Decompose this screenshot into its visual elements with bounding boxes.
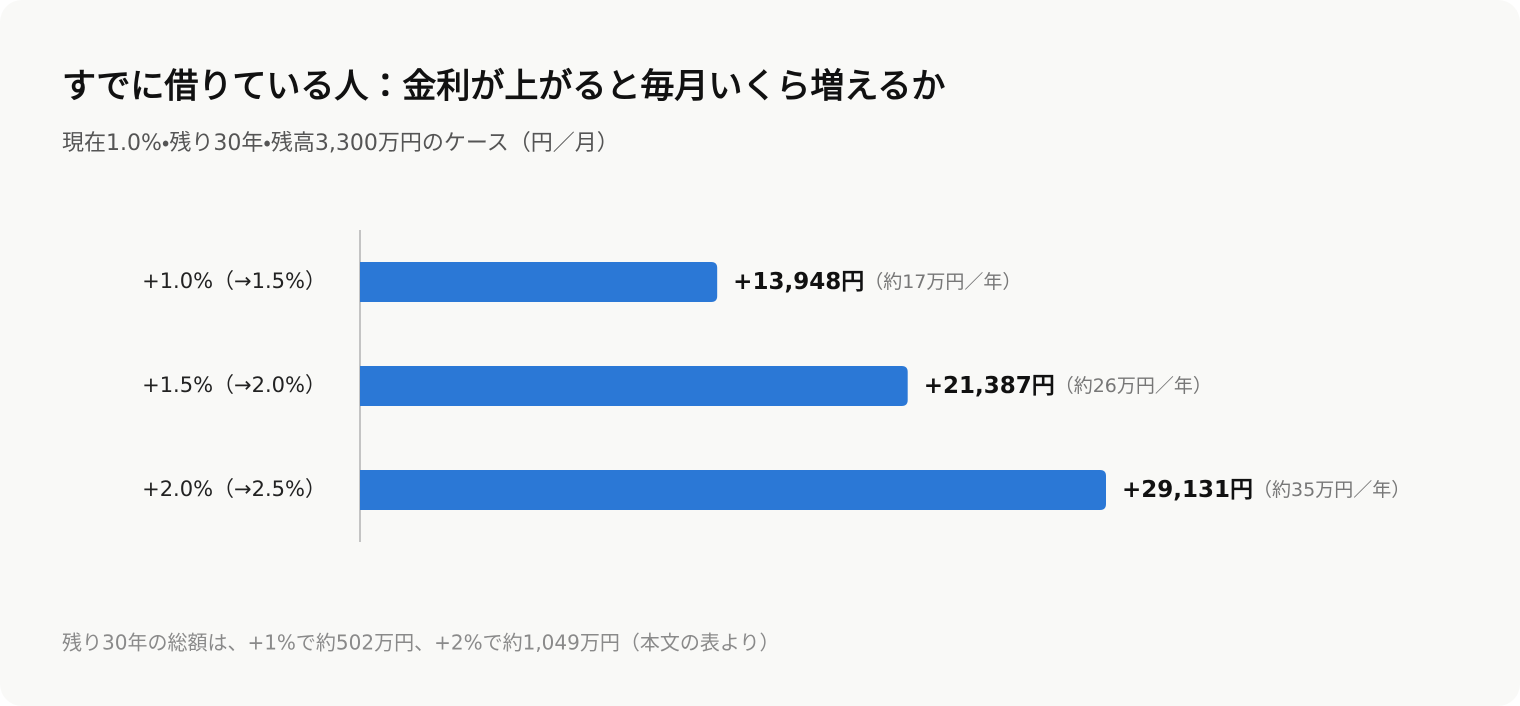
- value-label: +21,387円: [924, 373, 1055, 399]
- chart-title: すでに借りている人：金利が上がると毎月いくら増えるか: [62, 67, 945, 107]
- value-label-group: +29,131円（約35万円／年）: [1122, 477, 1410, 503]
- chart-subtitle: 現在1.0%・残り30年・残高3,300万円のケース（円／月）: [62, 131, 619, 156]
- annotation: （約26万円／年）: [1055, 375, 1212, 397]
- annotation: （約17万円／年）: [864, 271, 1021, 293]
- value-label-group: +21,387円（約26万円／年）: [924, 373, 1212, 399]
- value-label: +13,948円: [733, 269, 864, 295]
- y-tick-label: +2.0%（→2.5%）: [142, 477, 326, 501]
- value-label: +29,131円: [1122, 477, 1253, 503]
- footnote: 残り30年の総額は、+1%で約502万円、+2%で約1,049万円（本文の表より…: [62, 631, 779, 655]
- y-tick-label: +1.0%（→1.5%）: [142, 269, 326, 293]
- value-label-group: +13,948円（約17万円／年）: [733, 269, 1021, 295]
- annotation: （約35万円／年）: [1253, 479, 1410, 501]
- bar: [360, 366, 908, 406]
- bar: [360, 470, 1106, 510]
- bar: [360, 262, 718, 302]
- y-tick-label: +1.5%（→2.0%）: [142, 373, 326, 397]
